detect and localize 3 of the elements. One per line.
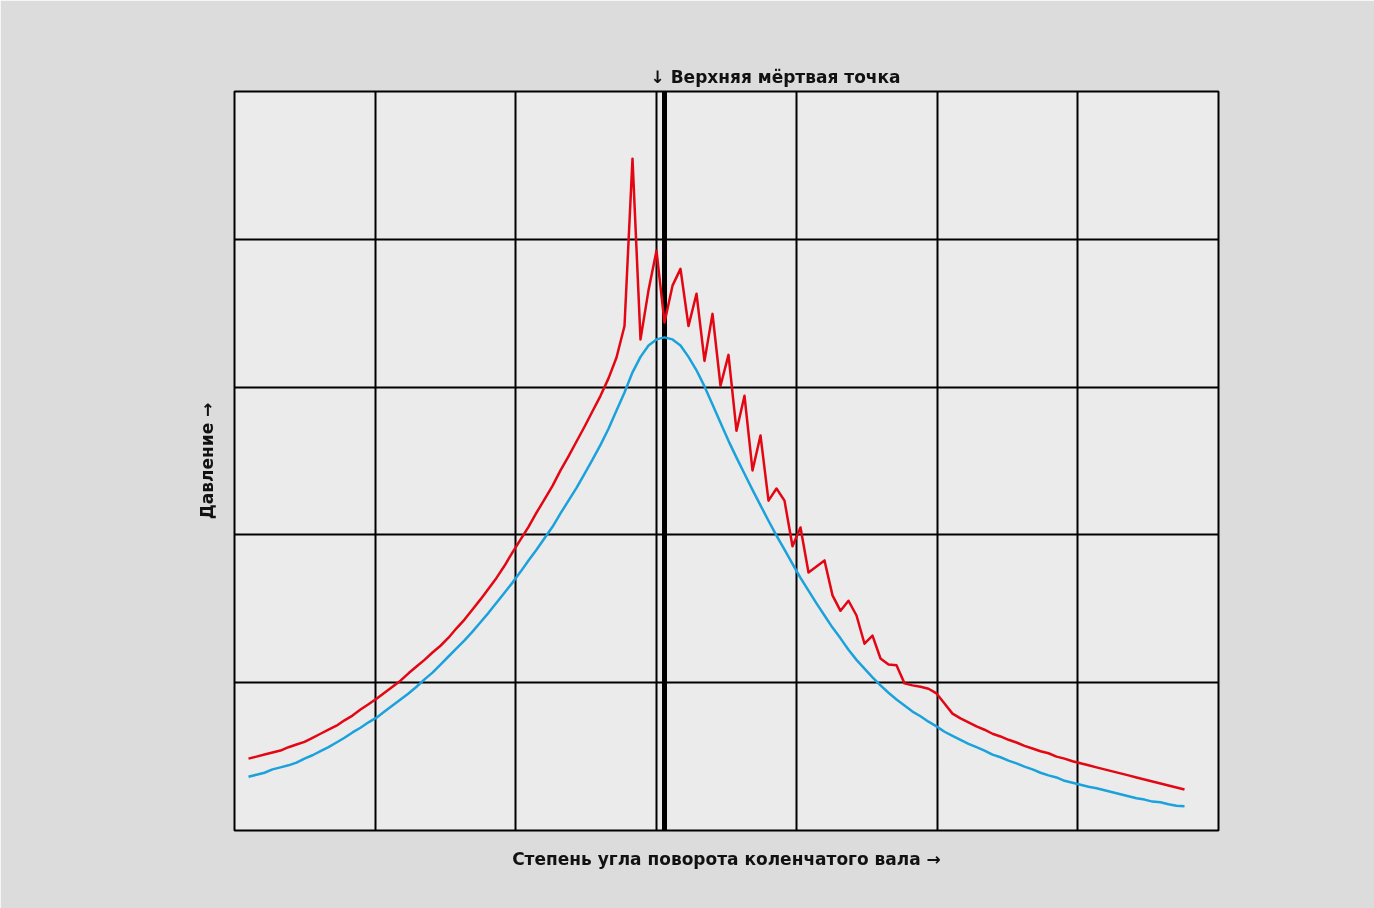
- text: ↓ Верхняя мёртвая точка: [650, 66, 901, 87]
- y-axis-title: Давление →: [196, 402, 217, 520]
- x-axis-title: Степень угла поворота коленчатого вала →: [512, 848, 941, 869]
